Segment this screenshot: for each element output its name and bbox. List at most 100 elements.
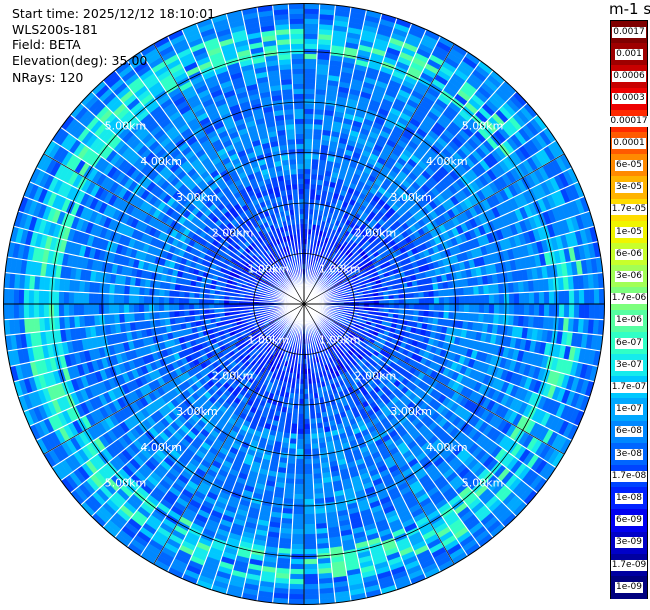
ppi-cell: [418, 297, 425, 305]
ppi-cell: [503, 293, 510, 305]
ppi-cell: [303, 193, 310, 200]
ppi-cell: [303, 108, 315, 115]
ppi-cell: [498, 293, 505, 305]
ppi-cell: [518, 292, 525, 305]
ppi-cell: [303, 468, 314, 475]
ppi-cell: [291, 538, 305, 545]
ppi-cell: [303, 478, 314, 485]
ppi-cell: [573, 289, 580, 305]
ppi-cell: [443, 288, 450, 297]
ppi-cell: [303, 428, 312, 435]
ppi-cell: [303, 493, 315, 500]
ppi-cell: [483, 294, 490, 305]
ppi-cell: [493, 293, 500, 305]
ppi-cell: [295, 448, 305, 455]
ppi-cell: [463, 286, 470, 296]
ppi-cell: [543, 290, 550, 305]
ppi-cell: [303, 83, 316, 90]
ppi-cell: [303, 133, 314, 140]
ppi-cell: [568, 289, 575, 305]
ppi-cell: [312, 138, 322, 145]
ppi-cell: [303, 138, 313, 145]
ppi-cell: [453, 311, 460, 321]
ppi-cell: [310, 173, 318, 180]
ppi-cell: [303, 438, 312, 445]
ppi-cell: [303, 548, 318, 555]
ppi-cell: [303, 33, 319, 40]
ppi-cell: [448, 311, 455, 320]
ppi-cell: [458, 287, 465, 297]
ppi-cell: [297, 418, 305, 425]
ppi-cell: [303, 3, 320, 10]
ppi-cell: [528, 291, 535, 305]
ppi-cell: [303, 443, 312, 450]
ppi-cell: [291, 533, 305, 540]
ppi-cell: [583, 288, 590, 305]
ppi-cell: [303, 118, 314, 125]
ppi-cell: [598, 288, 605, 305]
ppi-cell: [548, 290, 555, 305]
ppi-cell: [303, 573, 319, 580]
ppi-cell: [548, 303, 555, 318]
ppi-cell: [473, 303, 480, 314]
ppi-cell: [443, 296, 450, 305]
ppi-cell: [310, 423, 318, 430]
ppi-cell: [303, 588, 320, 595]
ppi-cell: [297, 423, 305, 430]
ppi-cell: [292, 518, 305, 525]
ppi-cell: [303, 448, 313, 455]
ppi-cell: [313, 488, 325, 495]
ppi-cell: [303, 73, 317, 80]
ppi-cell: [453, 287, 460, 297]
ppi-cell: [413, 303, 420, 311]
ppi-cell: [423, 297, 430, 305]
ppi-cell: [312, 123, 324, 130]
ppi-cell: [303, 203, 310, 210]
ppi-cell: [488, 313, 495, 325]
ppi-cell: [303, 533, 317, 540]
ppi-cell: [433, 310, 440, 319]
ppi-cell: [303, 13, 320, 20]
ppi-cell: [433, 303, 440, 312]
ppi-cell: [303, 408, 310, 415]
ppi-cell: [468, 294, 475, 305]
ppi-cell: [498, 303, 505, 315]
ppi-cell: [523, 303, 530, 317]
ppi-cell: [463, 295, 470, 305]
ppi-cell: [303, 538, 317, 545]
ppi-cell: [513, 292, 520, 305]
ppi-cell: [313, 113, 325, 120]
ppi-cell: [312, 133, 323, 140]
ppi-cell: [523, 291, 530, 305]
ppi-cell: [303, 563, 319, 570]
ppi-cell: [310, 163, 319, 170]
ppi-cell: [478, 303, 485, 314]
ppi-cell: [310, 178, 318, 185]
ppi-cell: [573, 303, 580, 319]
ppi-cell: [443, 311, 450, 320]
ppi-cell: [428, 296, 435, 305]
ppi-cell: [583, 303, 590, 320]
ppi-cell: [478, 312, 485, 324]
ppi-cell: [310, 433, 319, 440]
ppi-cell: [558, 290, 565, 305]
ppi-cell: [296, 428, 305, 435]
ppi-cell: [303, 498, 315, 505]
ppi-cell: [303, 543, 318, 550]
ppi-cell: [283, 488, 295, 495]
ppi-cell: [303, 153, 313, 160]
ppi-cell: [288, 583, 305, 590]
ppi-cell: [303, 413, 311, 420]
ppi-cell: [438, 296, 445, 305]
ppi-cell: [303, 28, 319, 35]
ppi-cell: [568, 303, 575, 319]
ppi-cell: [293, 503, 305, 510]
ppi-cell: [290, 428, 298, 435]
ppi-cell: [303, 163, 312, 170]
ppi-cell: [533, 303, 540, 317]
ppi-cell: [593, 288, 600, 305]
ppi-cell: [303, 183, 311, 190]
ppi-cell: [296, 443, 305, 450]
ppi-cell: [303, 68, 317, 75]
